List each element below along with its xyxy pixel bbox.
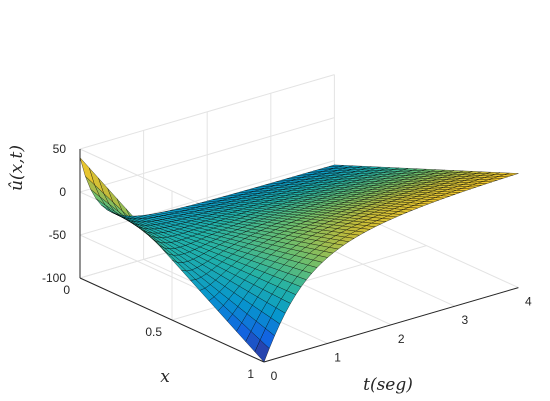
- t-axis-line: [263, 287, 519, 363]
- grid-line: [79, 74, 335, 150]
- t-tick-label: 3: [461, 313, 468, 327]
- surface-patch: [79, 157, 95, 186]
- t-axis-label: t(seg): [363, 375, 413, 395]
- t-tick-label: 1: [334, 350, 341, 364]
- t-tick-label: 2: [398, 332, 405, 346]
- grid-line: [79, 160, 335, 236]
- t-tick-label: 0: [271, 369, 278, 383]
- z-tick-label: 0: [59, 185, 66, 199]
- x-tick-label: 0.5: [145, 325, 162, 339]
- axes: [79, 149, 519, 363]
- z-tick-label: -50: [49, 228, 67, 242]
- t-tick-label: 4: [525, 295, 532, 309]
- x-axis-line: [79, 277, 265, 363]
- tick-labels: 0 1 2 3 4 0 0.5 1 50 0 -50 -100: [42, 142, 532, 383]
- x-tick-label: 1: [247, 367, 254, 381]
- z-axis-label: û(x,t): [7, 145, 27, 191]
- grid-line: [79, 117, 335, 193]
- x-tick-label: 0: [63, 283, 70, 297]
- axis-labels: t(seg) x û(x,t): [7, 145, 413, 395]
- z-tick-label: 50: [53, 142, 67, 156]
- z-tick-label: -100: [42, 271, 66, 285]
- x-axis-label: x: [160, 367, 170, 387]
- surface-plot: [79, 157, 519, 363]
